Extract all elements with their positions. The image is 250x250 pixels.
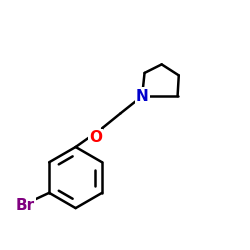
Text: Br: Br xyxy=(15,198,34,213)
Text: N: N xyxy=(136,89,148,104)
Text: O: O xyxy=(89,130,102,145)
